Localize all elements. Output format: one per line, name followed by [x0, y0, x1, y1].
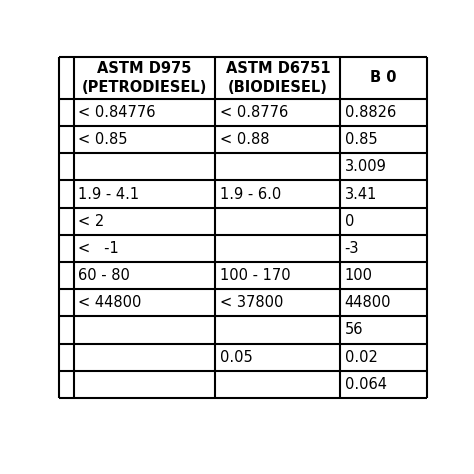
Text: 60 - 80: 60 - 80	[78, 268, 130, 283]
Text: ASTM D6751
(BIODIESEL): ASTM D6751 (BIODIESEL)	[226, 61, 330, 95]
Text: < 44800: < 44800	[78, 295, 142, 310]
Text: 3.41: 3.41	[345, 187, 377, 201]
Text: 0.064: 0.064	[345, 377, 387, 392]
Text: < 0.85: < 0.85	[78, 132, 128, 147]
Text: < 37800: < 37800	[220, 295, 283, 310]
Text: 100: 100	[345, 268, 373, 283]
Text: -3: -3	[345, 241, 359, 256]
Text: 0: 0	[345, 214, 354, 229]
Text: 0.02: 0.02	[345, 350, 378, 365]
Text: 0.85: 0.85	[345, 132, 377, 147]
Text: 100 - 170: 100 - 170	[220, 268, 291, 283]
Text: < 0.88: < 0.88	[220, 132, 269, 147]
Text: ASTM D975
(PETRODIESEL): ASTM D975 (PETRODIESEL)	[82, 61, 207, 95]
Text: <   -1: < -1	[78, 241, 119, 256]
Text: 0.05: 0.05	[220, 350, 253, 365]
Text: B 0: B 0	[370, 70, 397, 85]
Text: 1.9 - 6.0: 1.9 - 6.0	[220, 187, 281, 201]
Text: 44800: 44800	[345, 295, 391, 310]
Text: < 2: < 2	[78, 214, 105, 229]
Text: 56: 56	[345, 322, 363, 337]
Text: 3.009: 3.009	[345, 159, 387, 174]
Text: 1.9 - 4.1: 1.9 - 4.1	[78, 187, 139, 201]
Text: < 0.84776: < 0.84776	[78, 105, 156, 120]
Text: < 0.8776: < 0.8776	[220, 105, 288, 120]
Text: 0.8826: 0.8826	[345, 105, 396, 120]
